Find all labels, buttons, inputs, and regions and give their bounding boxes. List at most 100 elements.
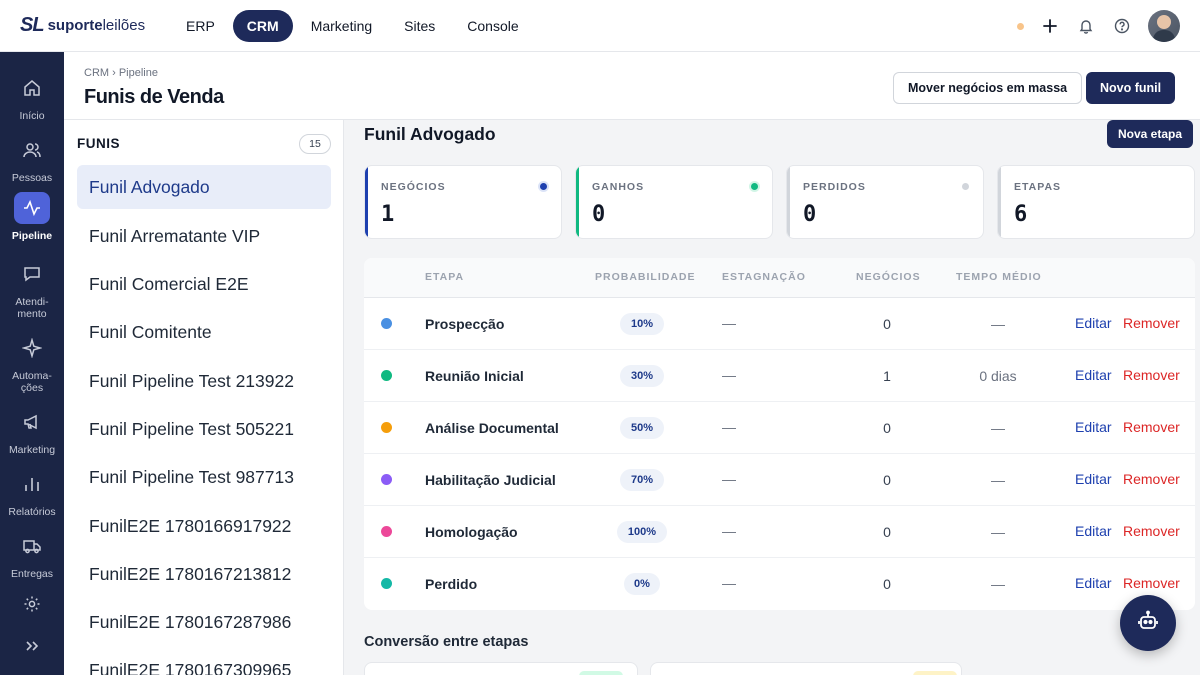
remove-stage-link[interactable]: Remover: [1123, 419, 1180, 435]
table-row: Análise Documental 50% — 0 — Editar Remo…: [364, 402, 1195, 454]
breadcrumb[interactable]: CRM › Pipeline: [84, 67, 158, 79]
funnel-item[interactable]: FunilE2E 1780167213812: [89, 563, 292, 584]
stagnation-value: —: [722, 471, 736, 487]
plus-icon[interactable]: [1040, 16, 1060, 36]
sidebar-item-atendimento[interactable]: Atendi- mento: [0, 258, 64, 320]
remove-stage-link[interactable]: Remover: [1123, 575, 1180, 591]
edit-stage-link[interactable]: Editar: [1075, 523, 1112, 539]
remove-stage-link[interactable]: Remover: [1123, 471, 1180, 487]
stat-label: NEGÓCIOS: [381, 181, 446, 193]
sidebar-item-pipeline[interactable]: Pipeline: [0, 192, 64, 242]
users-icon: [14, 134, 50, 166]
stage-name: Homologação: [425, 524, 518, 540]
stat-accent-bar: [576, 166, 579, 238]
bell-icon[interactable]: [1076, 16, 1096, 36]
sidebar-item-label: Pipeline: [11, 230, 53, 242]
stat-card-deals: NEGÓCIOS 1: [364, 165, 562, 239]
avg-time: —: [991, 576, 1005, 592]
column-header: ETAPA: [425, 271, 465, 283]
deals-count: 0: [883, 316, 891, 332]
funnel-item[interactable]: Funil Advogado: [77, 165, 331, 209]
chatbot-button[interactable]: [1120, 595, 1176, 651]
remove-stage-link[interactable]: Remover: [1123, 523, 1180, 539]
top-bar: SL suporteleilões ERP CRM Marketing Site…: [0, 0, 1200, 52]
logo[interactable]: SL suporteleilões: [20, 14, 145, 37]
stat-card-won: GANHOS 0: [575, 165, 773, 239]
sidebar-item-automacoes[interactable]: Automa- ções: [0, 332, 64, 394]
sparkle-icon: [14, 332, 50, 364]
funnel-list-panel: FUNIS 15 Funil Advogado Funil Arrematant…: [64, 120, 344, 675]
funnel-item[interactable]: FunilE2E 1780166917922: [89, 515, 292, 536]
main-nav: ERP CRM Marketing Sites Console: [172, 10, 533, 42]
deals-count: 0: [883, 576, 891, 592]
conversion-card: [364, 662, 638, 675]
avg-time: —: [991, 316, 1005, 332]
funnel-item[interactable]: FunilE2E 1780167309965: [89, 659, 292, 675]
stat-label: GANHOS: [592, 181, 645, 193]
stat-value: 6: [1014, 202, 1028, 227]
funnel-item[interactable]: Funil Pipeline Test 987713: [89, 466, 294, 487]
sidebar-item-relatorios[interactable]: Relatórios: [0, 468, 64, 518]
bulk-move-button[interactable]: Mover negócios em massa: [893, 72, 1083, 104]
deals-count: 0: [883, 524, 891, 540]
sidebar-item-label: Marketing: [8, 444, 56, 456]
table-row: Homologação 100% — 0 — Editar Remover: [364, 506, 1195, 558]
megaphone-icon: [14, 406, 50, 438]
sidebar-item-label: Relatórios: [8, 506, 56, 518]
table-header: ETAPA PROBABILIDADE ESTAGNAÇÃO NEGÓCIOS …: [364, 258, 1195, 298]
probability-badge: 70%: [620, 469, 664, 491]
stat-value: 0: [592, 202, 606, 227]
column-header: ESTAGNAÇÃO: [722, 271, 806, 283]
edit-stage-link[interactable]: Editar: [1075, 575, 1112, 591]
funnel-item[interactable]: Funil Comitente: [89, 321, 212, 342]
funnel-item[interactable]: Funil Comercial E2E: [89, 273, 249, 294]
edit-stage-link[interactable]: Editar: [1075, 471, 1112, 487]
truck-icon: [14, 530, 50, 562]
avg-time: 0 dias: [979, 368, 1017, 384]
column-header: PROBABILIDADE: [595, 271, 696, 283]
sidebar-item-label: Pessoas: [11, 172, 53, 184]
new-stage-button[interactable]: Nova etapa: [1107, 120, 1194, 148]
nav-crm[interactable]: CRM: [232, 10, 293, 42]
expand-sidebar-icon[interactable]: [22, 636, 42, 661]
stage-name: Perdido: [425, 576, 478, 592]
nav-marketing[interactable]: Marketing: [310, 18, 373, 34]
remove-stage-link[interactable]: Remover: [1123, 315, 1180, 331]
sidebar: Início Pessoas Pipeline Atendi- mento Au…: [0, 52, 64, 675]
sidebar-item-inicio[interactable]: Início: [0, 72, 64, 122]
sidebar-item-marketing[interactable]: Marketing: [0, 406, 64, 456]
sidebar-item-pessoas[interactable]: Pessoas: [0, 134, 64, 184]
nav-erp[interactable]: ERP: [186, 18, 215, 34]
funnel-item[interactable]: Funil Pipeline Test 505221: [89, 418, 294, 439]
stat-dot: [540, 183, 547, 190]
table-row: Perdido 0% — 0 — Editar Remover: [364, 558, 1195, 610]
sidebar-item-entregas[interactable]: Entregas: [0, 530, 64, 580]
new-funnel-button[interactable]: Novo funil: [1086, 72, 1176, 104]
help-icon[interactable]: [1112, 16, 1132, 36]
sidebar-item-settings[interactable]: [0, 588, 64, 626]
bar-chart-icon: [14, 468, 50, 500]
nav-sites[interactable]: Sites: [404, 18, 436, 34]
stat-accent-bar: [365, 166, 368, 238]
remove-stage-link[interactable]: Remover: [1123, 367, 1180, 383]
nav-console[interactable]: Console: [467, 18, 519, 34]
probability-badge: 0%: [624, 573, 660, 595]
avatar[interactable]: [1148, 10, 1180, 42]
funnel-item[interactable]: FunilE2E 1780167287986: [89, 611, 292, 632]
conversion-badge: [579, 671, 623, 675]
funnel-list-heading: FUNIS: [77, 136, 120, 151]
stage-color-dot: [381, 526, 392, 537]
edit-stage-link[interactable]: Editar: [1075, 315, 1112, 331]
stat-value: 1: [381, 202, 395, 227]
edit-stage-link[interactable]: Editar: [1075, 367, 1112, 383]
top-actions: [1017, 10, 1180, 42]
edit-stage-link[interactable]: Editar: [1075, 419, 1112, 435]
sidebar-item-label: Início: [19, 110, 45, 122]
sidebar-item-label: Automa- ções: [12, 370, 52, 394]
funnel-item[interactable]: Funil Pipeline Test 213922: [89, 370, 294, 391]
avg-time: —: [991, 524, 1005, 540]
funnel-item[interactable]: Funil Arrematante VIP: [89, 225, 261, 246]
table-row: Prospecção 10% — 0 — Editar Remover: [364, 298, 1195, 350]
logo-mark: SL: [20, 14, 45, 36]
probability-badge: 10%: [620, 313, 664, 335]
